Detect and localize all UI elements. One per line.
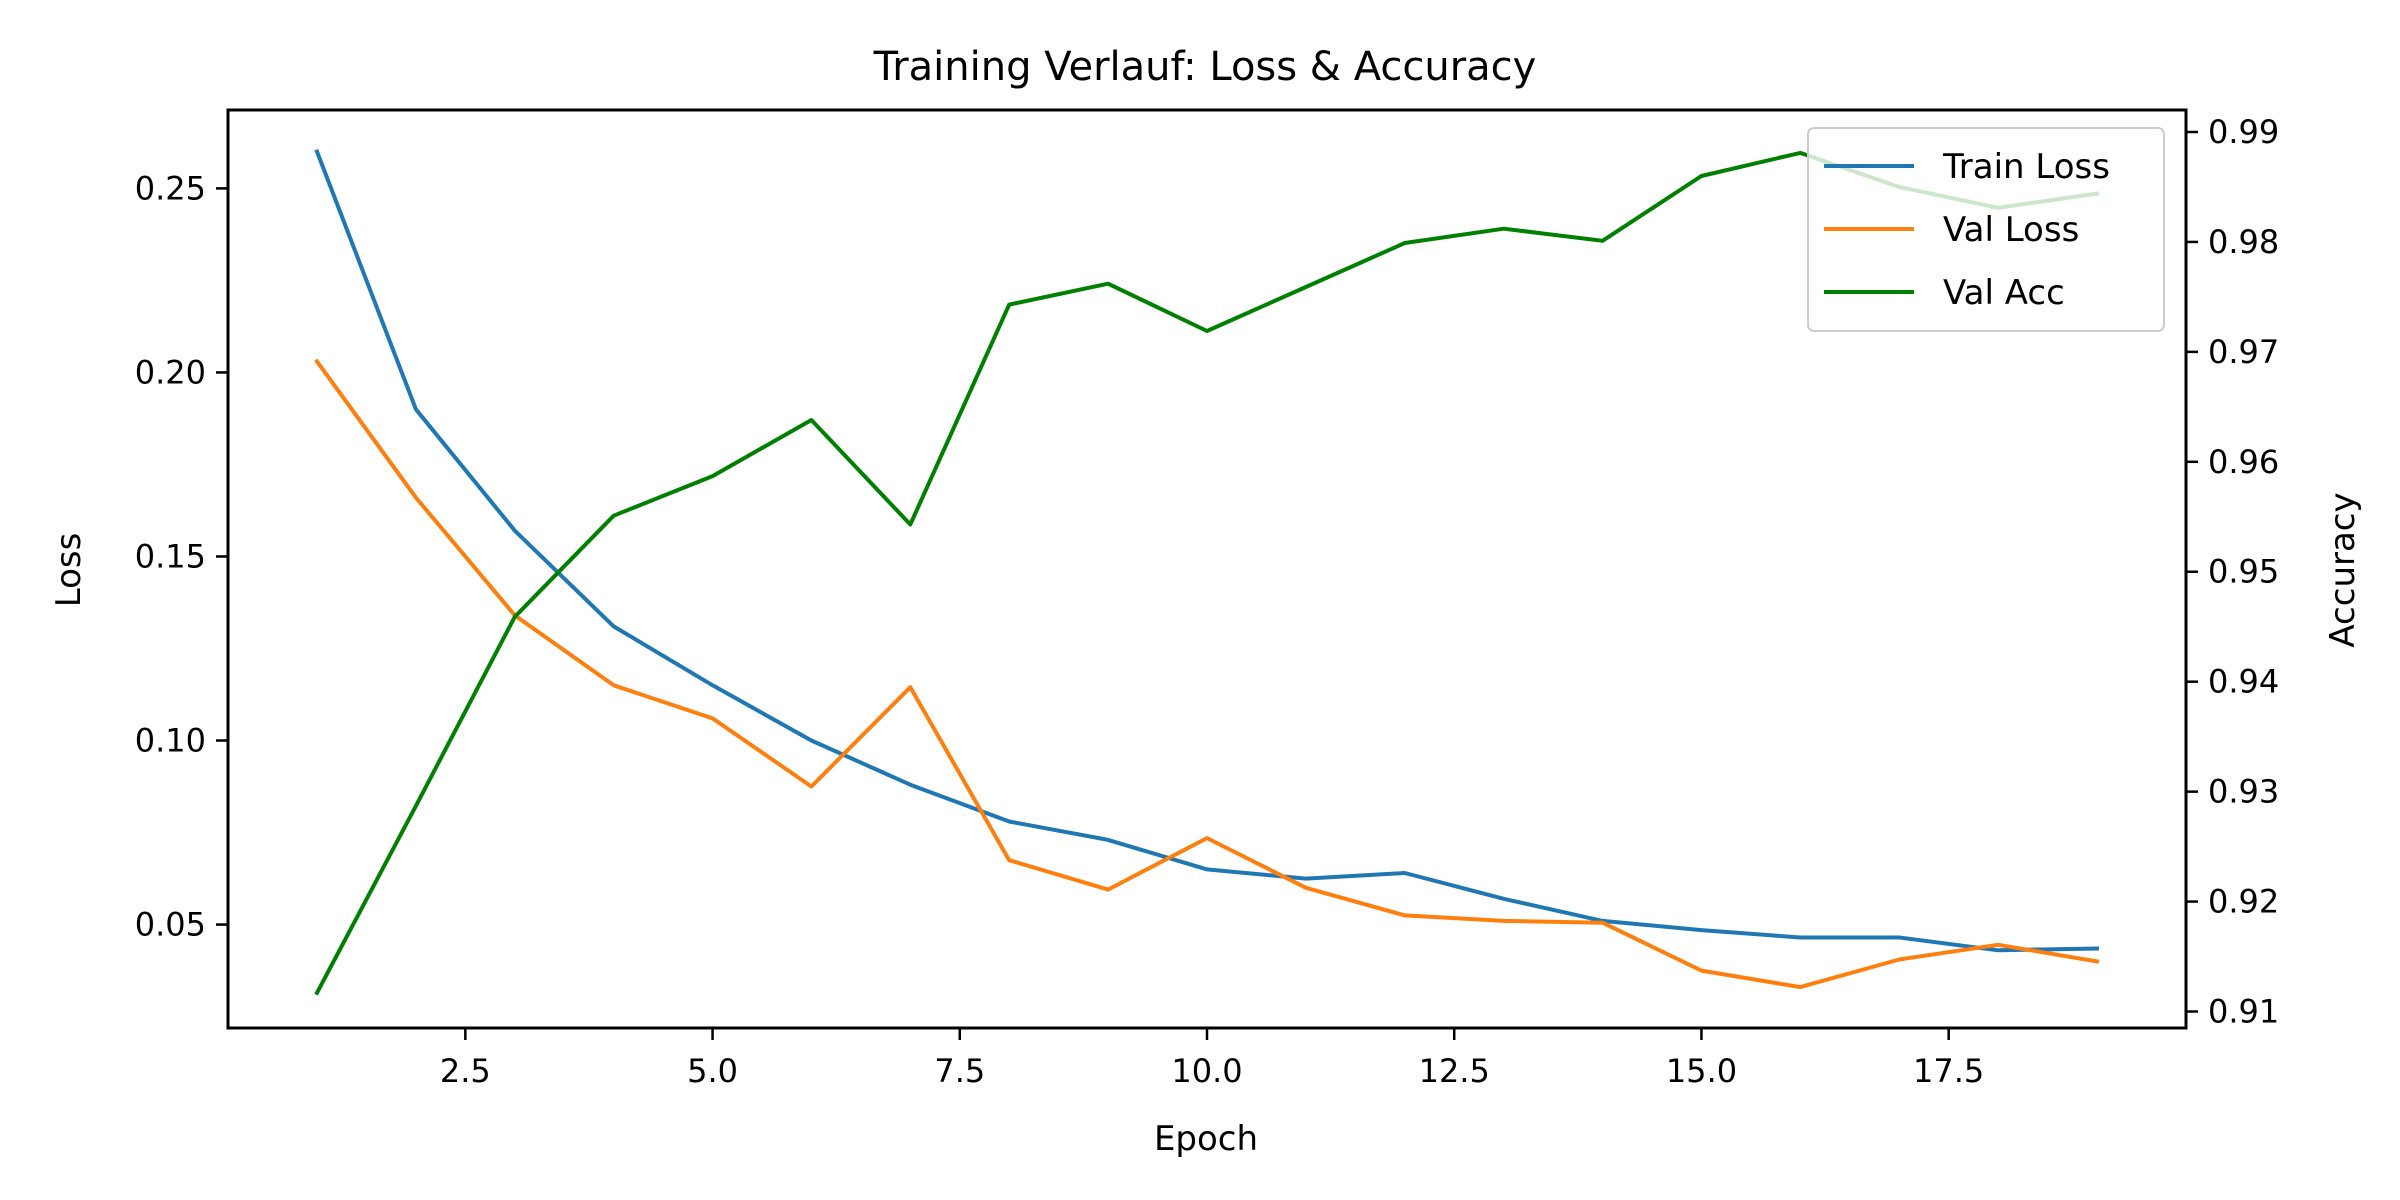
legend-label: Val Loss <box>1943 210 2079 250</box>
left-y-tick-label: 0.10 <box>135 722 206 760</box>
x-tick-label: 15.0 <box>1666 1052 1737 1090</box>
right-y-axis: 0.91 0.92 0.93 0.94 0.95 0.96 0.97 0.98 0.99 <box>2186 113 2279 1031</box>
x-tick-label: 5.0 <box>687 1052 738 1090</box>
right-y-tick-label: 0.91 <box>2208 993 2279 1031</box>
left-y-tick-label: 0.05 <box>135 906 206 944</box>
series-line-val-acc <box>314 150 2100 996</box>
right-y-tick-label: 0.92 <box>2208 883 2279 921</box>
right-y-tick-label: 0.99 <box>2208 113 2279 151</box>
right-y-tick-label: 0.95 <box>2208 553 2279 591</box>
x-tick-label: 17.5 <box>1913 1052 1984 1090</box>
legend-box <box>1807 127 2165 332</box>
series-line-val-loss <box>314 358 2100 990</box>
series-layer <box>314 149 2100 996</box>
legend-label: Train Loss <box>1942 147 2110 187</box>
chart-title: Training Verlauf: Loss & Accuracy <box>873 44 1537 90</box>
legend-label: Val Acc <box>1943 273 2065 313</box>
x-axis-label: Epoch <box>1154 1119 1258 1159</box>
left-y-tick-label: 0.15 <box>135 537 206 575</box>
right-y-tick-label: 0.96 <box>2208 443 2279 481</box>
left-y-tick-label: 0.20 <box>135 353 206 391</box>
right-y-axis-label: Accuracy <box>2323 492 2363 647</box>
x-tick-label: 10.0 <box>1171 1052 1242 1090</box>
left-y-axis-label: Loss <box>49 533 89 608</box>
right-y-tick-label: 0.97 <box>2208 333 2279 371</box>
x-tick-label: 12.5 <box>1419 1052 1490 1090</box>
left-y-tick-label: 0.25 <box>135 169 206 207</box>
left-y-axis: 0.05 0.10 0.15 0.20 0.25 <box>135 169 228 944</box>
x-axis: 2.5 5.0 7.5 10.0 12.5 15.0 17.5 <box>440 1028 1984 1090</box>
right-y-tick-label: 0.98 <box>2208 223 2279 261</box>
x-tick-label: 7.5 <box>934 1052 985 1090</box>
x-tick-label: 2.5 <box>440 1052 491 1090</box>
right-y-tick-label: 0.93 <box>2208 773 2279 811</box>
series-line-train-loss <box>314 149 2100 953</box>
legend: Train Loss Val Loss Val Acc <box>1807 127 2165 332</box>
right-y-tick-label: 0.94 <box>2208 663 2279 701</box>
